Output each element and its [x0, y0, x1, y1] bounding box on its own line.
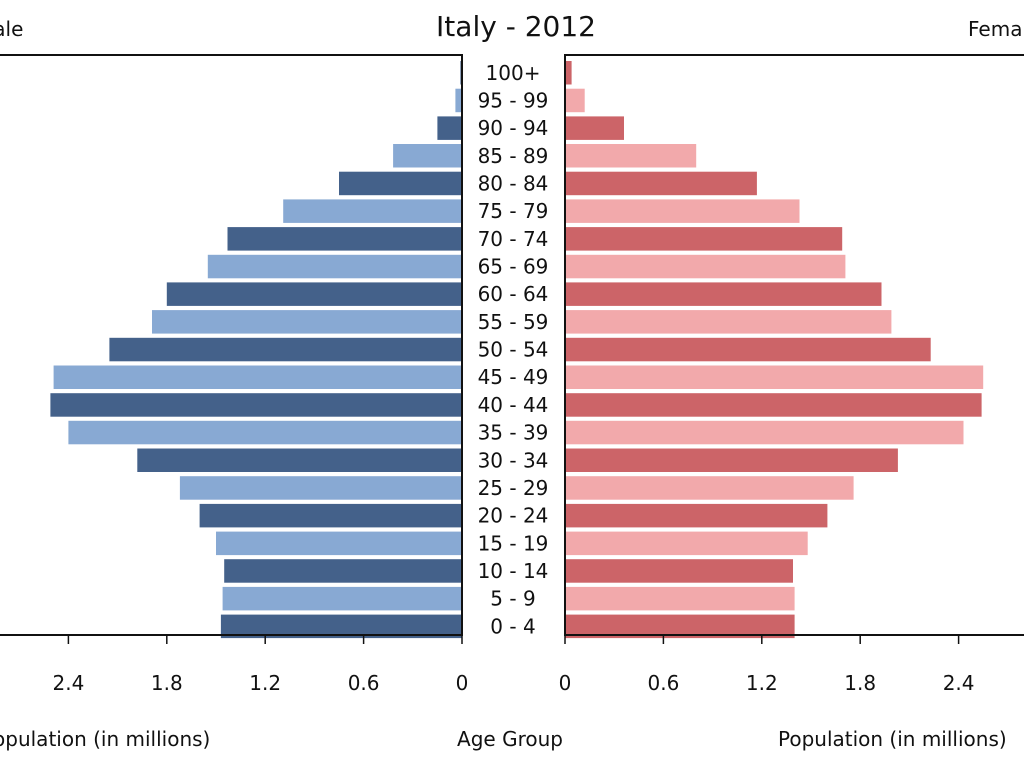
age-group-label: 75 - 79 — [478, 199, 549, 223]
female-bar-100- — [565, 61, 572, 85]
female-bar-80-84 — [565, 171, 757, 196]
male-x-axis-label: Population (in millions) — [0, 727, 210, 751]
male-bar-50-54 — [109, 337, 463, 362]
age-group-label: 60 - 64 — [478, 282, 549, 306]
male-x-tick-label: 1.2 — [249, 671, 281, 695]
female-bar-95-99 — [565, 88, 585, 113]
male-bar-75-79 — [283, 199, 462, 223]
male-plot-frame — [0, 54, 463, 636]
female-bar-15-19 — [565, 531, 808, 556]
age-group-label: 80 - 84 — [478, 172, 549, 196]
age-group-label: 20 - 24 — [478, 504, 549, 528]
female-x-tick-label: 1.8 — [844, 671, 876, 695]
female-bar-10-14 — [565, 559, 793, 583]
female-bar-35-39 — [565, 420, 964, 445]
male-bar-95-99 — [455, 88, 462, 113]
age-group-label: 90 - 94 — [478, 116, 549, 140]
age-group-label: 5 - 9 — [490, 587, 535, 611]
male-x-tick-label: 0.6 — [348, 671, 380, 695]
female-bar-50-54 — [565, 337, 931, 362]
male-bar-60-64 — [166, 282, 463, 306]
female-x-tick-label: 2.4 — [943, 671, 975, 695]
female-bar-30-34 — [565, 448, 898, 472]
male-x-tick-label: 2.4 — [52, 671, 84, 695]
female-panel-header: Female — [968, 17, 1024, 41]
male-x-tick-label: 1.8 — [151, 671, 183, 695]
age-group-label: 55 - 59 — [478, 310, 549, 334]
male-bar-5-9 — [222, 586, 462, 611]
male-bar-35-39 — [68, 420, 463, 445]
female-bar-25-29 — [565, 476, 854, 500]
age-group-label: 35 - 39 — [478, 421, 549, 445]
male-bar-20-24 — [199, 503, 462, 528]
male-bars — [50, 61, 463, 639]
female-bar-45-49 — [565, 365, 984, 389]
age-group-label: 45 - 49 — [478, 365, 549, 389]
female-x-tick-label: 1.2 — [746, 671, 778, 695]
age-group-label: 50 - 54 — [478, 338, 549, 362]
female-bar-60-64 — [565, 282, 882, 306]
age-group-label: 25 - 29 — [478, 476, 549, 500]
female-bar-40-44 — [565, 393, 982, 417]
male-bar-65-69 — [207, 254, 462, 279]
age-group-label: 100+ — [486, 61, 541, 85]
male-bar-25-29 — [179, 476, 462, 500]
age-group-label: 70 - 74 — [478, 227, 549, 251]
age-group-label: 0 - 4 — [490, 614, 535, 638]
female-plot-frame — [564, 54, 1024, 636]
male-bar-0-4 — [220, 614, 462, 639]
age-group-labels: 0 - 4 5 - 9 10 - 14 15 - 19 20 - 24 25 - 29 30… — [478, 61, 549, 639]
male-bar-90-94 — [437, 116, 462, 140]
female-bar-20-24 — [565, 503, 828, 528]
female-bar-75-79 — [565, 199, 800, 223]
male-x-tick-label: 0 — [456, 671, 469, 695]
female-bar-55-59 — [565, 310, 892, 334]
female-x-tick-label: 0.6 — [647, 671, 679, 695]
female-bars — [565, 61, 984, 639]
age-group-label: 40 - 44 — [478, 393, 549, 417]
age-group-label: 95 - 99 — [478, 88, 549, 112]
female-x-axis-label: Population (in millions) — [778, 727, 1007, 751]
female-bar-70-74 — [565, 227, 843, 251]
female-x-tick-label: 0 — [559, 671, 572, 695]
male-bar-85-89 — [393, 144, 462, 168]
center-axis-label: Age Group — [457, 727, 563, 751]
male-bar-40-44 — [50, 393, 463, 417]
age-group-label: 15 - 19 — [478, 531, 549, 555]
female-bar-90-94 — [565, 116, 624, 140]
male-bar-55-59 — [152, 310, 462, 334]
age-group-label: 65 - 69 — [478, 255, 549, 279]
female-x-axis: 0 0.6 1.2 1.8 2.4 — [559, 635, 975, 695]
age-group-label: 85 - 89 — [478, 144, 549, 168]
female-bar-0-4 — [565, 614, 795, 639]
age-group-label: 30 - 34 — [478, 448, 549, 472]
male-bar-30-34 — [137, 448, 463, 472]
male-bar-15-19 — [216, 531, 462, 556]
female-bar-5-9 — [565, 586, 795, 611]
female-bar-85-89 — [565, 144, 697, 168]
male-bar-70-74 — [227, 227, 462, 251]
male-bar-80-84 — [339, 171, 462, 196]
chart-title: Italy - 2012 — [436, 10, 596, 43]
male-bar-10-14 — [224, 559, 462, 583]
male-panel-header: Male — [0, 17, 23, 41]
age-group-label: 10 - 14 — [478, 559, 549, 583]
male-x-axis: 0 0.6 1.2 1.8 2.4 — [52, 635, 468, 695]
female-bar-65-69 — [565, 254, 846, 279]
male-bar-45-49 — [53, 365, 462, 389]
